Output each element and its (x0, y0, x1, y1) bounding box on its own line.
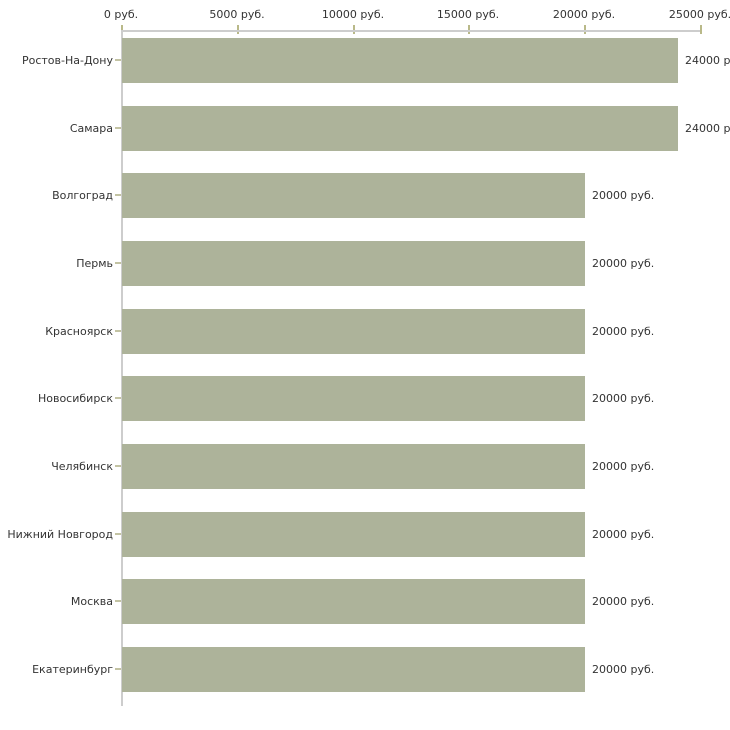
category-label: Ростов-На-Дону (21, 54, 113, 67)
x-tick (584, 25, 586, 34)
chart-row: Пермь 20000 руб. (0, 241, 730, 286)
value-label: 24000 руб. (685, 122, 730, 135)
category-label: Пермь (76, 257, 113, 270)
category-tick (115, 600, 121, 602)
value-label: 20000 руб. (592, 257, 655, 270)
value-label: 24000 руб. (685, 54, 730, 67)
category-tick (115, 533, 121, 535)
chart-row: Новосибирск 20000 руб. (0, 376, 730, 421)
x-tick-label: 25000 руб. (668, 8, 730, 21)
x-axis-line (121, 30, 700, 32)
bar (122, 512, 585, 557)
x-tick (700, 25, 702, 34)
bar (122, 444, 585, 489)
category-label: Москва (70, 595, 113, 608)
y-axis-line (121, 30, 123, 706)
x-tick-label: 10000 руб. (321, 8, 385, 21)
chart-row: Челябинск 20000 руб. (0, 444, 730, 489)
value-label: 20000 руб. (592, 325, 655, 338)
category-label: Красноярск (45, 325, 113, 338)
category-label: Екатеринбург (32, 663, 113, 676)
x-tick (237, 25, 239, 34)
category-label: Самара (69, 122, 113, 135)
category-label: Нижний Новгород (7, 528, 113, 541)
value-label: 20000 руб. (592, 189, 655, 202)
value-label: 20000 руб. (592, 392, 655, 405)
category-label: Новосибирск (37, 392, 113, 405)
category-tick (115, 127, 121, 129)
x-tick (468, 25, 470, 34)
value-label: 20000 руб. (592, 528, 655, 541)
category-tick (115, 465, 121, 467)
category-tick (115, 194, 121, 196)
chart-row: Нижний Новгород 20000 руб. (0, 512, 730, 557)
chart-row: Самара 24000 руб. (0, 106, 730, 151)
x-tick-label: 5000 руб. (209, 8, 265, 21)
value-label: 20000 руб. (592, 595, 655, 608)
x-tick (353, 25, 355, 34)
value-label: 20000 руб. (592, 460, 655, 473)
category-tick (115, 59, 121, 61)
x-tick (121, 25, 123, 34)
bar (122, 309, 585, 354)
bar (122, 106, 678, 151)
chart-row: Красноярск 20000 руб. (0, 309, 730, 354)
x-tick-label: 15000 руб. (436, 8, 500, 21)
category-label: Волгоград (52, 189, 113, 202)
x-tick-label: 20000 руб. (552, 8, 616, 21)
chart-row: Ростов-На-Дону 24000 руб. (0, 38, 730, 83)
chart-row: Екатеринбург 20000 руб. (0, 647, 730, 692)
bar (122, 579, 585, 624)
chart-row: Москва 20000 руб. (0, 579, 730, 624)
category-tick (115, 262, 121, 264)
bar (122, 38, 678, 83)
category-tick (115, 668, 121, 670)
x-tick-label: 0 руб. (103, 8, 139, 21)
bar (122, 647, 585, 692)
value-label: 20000 руб. (592, 663, 655, 676)
bar (122, 173, 585, 218)
category-tick (115, 330, 121, 332)
chart-row: Волгоград 20000 руб. (0, 173, 730, 218)
category-tick (115, 397, 121, 399)
category-label: Челябинск (51, 460, 113, 473)
bar (122, 241, 585, 286)
bar (122, 376, 585, 421)
